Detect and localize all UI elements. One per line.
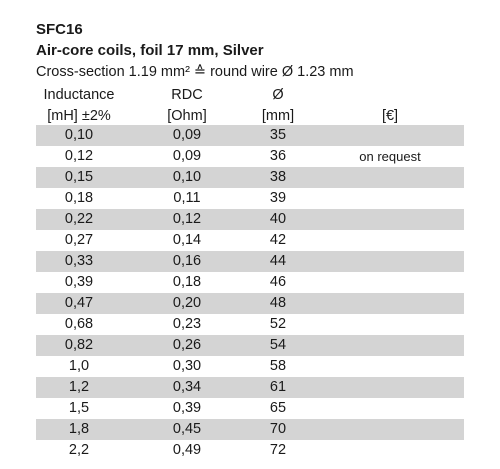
cell-rdc: 0,23 xyxy=(172,316,202,332)
cell-rdc: 0,12 xyxy=(172,211,202,227)
cell-inductance: 1,2 xyxy=(68,379,90,395)
cell-diameter: 48 xyxy=(269,295,287,311)
header-price-label xyxy=(316,85,464,106)
cell-rdc: 0,10 xyxy=(172,169,202,185)
product-subtitle: Cross-section 1.19 mm² ≙ round wire Ø 1.… xyxy=(36,64,354,80)
table-header-units: [mH] ±2% [Ohm] [mm] [€] xyxy=(36,106,464,127)
cell-diameter: 40 xyxy=(269,211,287,227)
cell-inductance: 2,2 xyxy=(68,442,90,458)
cell-price xyxy=(316,188,464,209)
cell-price xyxy=(316,230,464,251)
coil-table-body: 0,10 0,09 35 0,12 0,09 36 on request 0,15 0,10 38… xyxy=(36,125,464,461)
cell-price xyxy=(316,167,464,188)
cell-rdc: 0,11 xyxy=(173,190,201,206)
cell-inductance: 0,27 xyxy=(64,232,94,248)
table-row: 1,0 0,30 58 xyxy=(36,356,464,377)
cell-rdc: 0,14 xyxy=(172,232,202,248)
cell-inductance: 1,5 xyxy=(68,400,90,416)
table-row: 0,12 0,09 36 on request xyxy=(36,146,464,167)
cell-diameter: 61 xyxy=(269,379,287,395)
table-row: 0,68 0,23 52 xyxy=(36,314,464,335)
cell-rdc: 0,45 xyxy=(172,421,202,437)
cell-price xyxy=(316,335,464,356)
cell-inductance: 0,22 xyxy=(64,211,94,227)
header-price-unit: [€] xyxy=(381,108,399,124)
cell-inductance: 0,18 xyxy=(64,190,94,206)
cell-rdc: 0,18 xyxy=(172,274,202,290)
cell-diameter: 58 xyxy=(269,358,287,374)
cell-diameter: 42 xyxy=(269,232,287,248)
cell-rdc: 0,30 xyxy=(172,358,202,374)
cell-inductance: 0,33 xyxy=(64,253,94,269)
product-title: Air-core coils, foil 17 mm, Silver xyxy=(36,42,264,59)
cell-inductance: 0,82 xyxy=(64,337,94,353)
table-row: 1,8 0,45 70 xyxy=(36,419,464,440)
cell-inductance: 1,8 xyxy=(68,421,90,437)
product-code: SFC16 xyxy=(36,21,83,38)
cell-rdc: 0,09 xyxy=(172,148,202,164)
cell-rdc: 0,49 xyxy=(172,442,202,458)
cell-inductance: 0,68 xyxy=(64,316,94,332)
cell-inductance: 0,10 xyxy=(64,127,94,143)
cell-rdc: 0,26 xyxy=(172,337,202,353)
table-row: 0,18 0,11 39 xyxy=(36,188,464,209)
cell-diameter: 38 xyxy=(269,169,287,185)
table-row: 0,47 0,20 48 xyxy=(36,293,464,314)
cell-price xyxy=(316,314,464,335)
cell-diameter: 72 xyxy=(269,442,287,458)
cell-inductance: 0,47 xyxy=(64,295,94,311)
table-row: 0,10 0,09 35 xyxy=(36,125,464,146)
table-row: 0,39 0,18 46 xyxy=(36,272,464,293)
cell-diameter: 70 xyxy=(269,421,287,437)
cell-inductance: 1,0 xyxy=(68,358,90,374)
cell-inductance: 0,39 xyxy=(64,274,94,290)
cell-diameter: 36 xyxy=(269,148,287,164)
table-row: 0,15 0,10 38 xyxy=(36,167,464,188)
header-rdc-unit: [Ohm] xyxy=(167,108,207,124)
cell-price xyxy=(316,293,464,314)
table-row: 0,27 0,14 42 xyxy=(36,230,464,251)
cell-diameter: 65 xyxy=(269,400,287,416)
header-inductance-label: Inductance xyxy=(43,87,115,103)
cell-price xyxy=(316,251,464,272)
cell-inductance: 0,12 xyxy=(64,148,94,164)
cell-price: on request xyxy=(359,149,421,164)
cell-diameter: 54 xyxy=(269,337,287,353)
header-rdc-label: RDC xyxy=(171,87,203,103)
table-header-labels: Inductance RDC Ø xyxy=(36,85,464,106)
header-diameter-unit: [mm] xyxy=(261,108,295,124)
cell-price xyxy=(316,377,464,398)
cell-price xyxy=(316,440,464,461)
cell-price xyxy=(316,272,464,293)
cell-price xyxy=(316,209,464,230)
cell-diameter: 44 xyxy=(269,253,287,269)
cell-inductance: 0,15 xyxy=(64,169,94,185)
cell-diameter: 35 xyxy=(269,127,287,143)
cell-price xyxy=(316,125,464,146)
cell-price xyxy=(316,398,464,419)
cell-diameter: 52 xyxy=(269,316,287,332)
cell-rdc: 0,16 xyxy=(172,253,202,269)
cell-rdc: 0,34 xyxy=(172,379,202,395)
table-row: 1,2 0,34 61 xyxy=(36,377,464,398)
table-row: 2,2 0,49 72 xyxy=(36,440,464,461)
header-inductance-unit: [mH] ±2% xyxy=(47,108,111,124)
header-diameter-label: Ø xyxy=(272,87,284,103)
cell-diameter: 39 xyxy=(269,190,287,206)
cell-diameter: 46 xyxy=(269,274,287,290)
table-row: 0,22 0,12 40 xyxy=(36,209,464,230)
cell-rdc: 0,20 xyxy=(172,295,202,311)
table-row: 0,82 0,26 54 xyxy=(36,335,464,356)
table-row: 1,5 0,39 65 xyxy=(36,398,464,419)
table-row: 0,33 0,16 44 xyxy=(36,251,464,272)
cell-price xyxy=(316,356,464,377)
cell-price xyxy=(316,419,464,440)
cell-rdc: 0,39 xyxy=(172,400,202,416)
cell-rdc: 0,09 xyxy=(172,127,202,143)
